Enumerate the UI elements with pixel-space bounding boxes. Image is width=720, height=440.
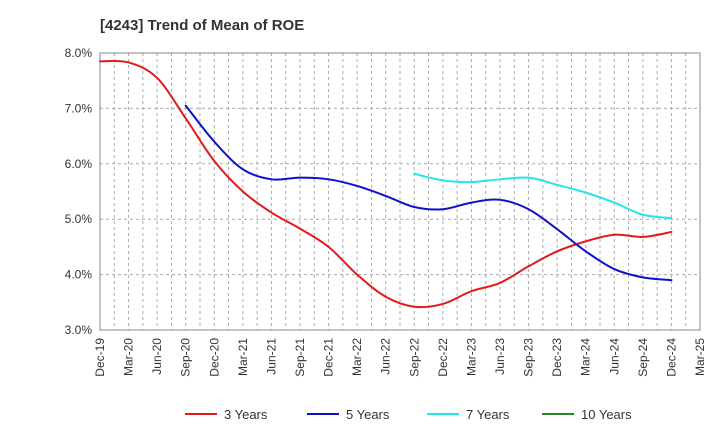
legend-label: 7 Years — [466, 407, 510, 422]
x-tick-label: Jun-24 — [607, 338, 621, 375]
x-tick-label: Dec-21 — [322, 338, 336, 377]
chart-title: [4243] Trend of Mean of ROE — [100, 17, 304, 34]
x-tick-label: Dec-19 — [93, 338, 107, 377]
y-tick-label: 8.0% — [65, 46, 93, 60]
x-tick-label: Mar-20 — [122, 338, 136, 376]
x-tick-label: Dec-22 — [436, 338, 450, 377]
plot-border — [99, 52, 701, 331]
x-tick-label: Dec-23 — [550, 338, 564, 377]
y-tick-label: 7.0% — [65, 101, 93, 115]
x-tick-label: Jun-21 — [264, 338, 278, 375]
x-tick-label: Sep-22 — [407, 338, 421, 377]
x-axis: Dec-19 Mar-20 Jun-20 Sep-20 Dec-20 Mar-21 Jun-… — [93, 338, 707, 377]
x-tick-label: Dec-20 — [207, 338, 221, 377]
y-tick-label: 3.0% — [65, 323, 93, 337]
x-tick-label: Jun-23 — [493, 338, 507, 375]
grid-lines — [99, 52, 701, 331]
x-tick-label: Sep-21 — [293, 338, 307, 377]
x-tick-label: Mar-25 — [693, 338, 707, 376]
x-tick-label: Mar-21 — [236, 338, 250, 376]
x-tick-label: Sep-23 — [522, 338, 536, 377]
y-tick-label: 4.0% — [65, 268, 93, 282]
x-tick-label: Jun-22 — [379, 338, 393, 375]
series-lines — [99, 59, 673, 309]
y-tick-label: 6.0% — [65, 157, 93, 171]
legend: 3 Years 5 Years 7 Years 10 Years — [185, 407, 632, 422]
series-line-5-years — [184, 104, 673, 282]
x-tick-label: Sep-20 — [179, 338, 193, 377]
x-tick-label: Jun-20 — [150, 338, 164, 375]
x-tick-label: Mar-22 — [350, 338, 364, 376]
legend-label: 3 Years — [224, 407, 268, 422]
legend-label: 5 Years — [346, 407, 390, 422]
legend-label: 10 Years — [581, 407, 632, 422]
x-tick-label: Sep-24 — [636, 338, 650, 377]
y-tick-label: 5.0% — [65, 212, 93, 226]
x-tick-label: Mar-24 — [579, 338, 593, 376]
y-axis: 3.0% 4.0% 5.0% 6.0% 7.0% 8.0% — [65, 46, 93, 337]
x-tick-label: Dec-24 — [664, 338, 678, 377]
series-line-7-years — [413, 172, 673, 220]
x-tick-label: Mar-23 — [464, 338, 478, 376]
